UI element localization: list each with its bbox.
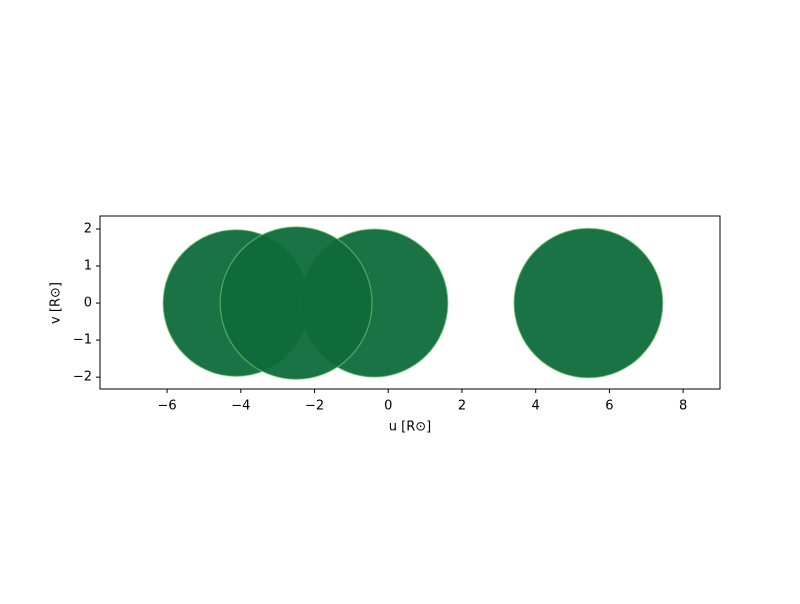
x-tick-label: −2 [305,399,324,414]
x-tick-label: 8 [679,399,687,414]
x-tick-label: −4 [231,399,250,414]
x-tick-label: 4 [532,399,540,414]
x-tick-label: 2 [458,399,466,414]
x-tick-label: −6 [158,399,177,414]
y-axis-label: v [R⊙] [49,282,64,324]
x-tick-label: 0 [384,399,392,414]
y-tick-label: 2 [84,221,92,236]
star-mesh [219,226,373,380]
x-tick-label: 6 [605,399,613,414]
y-tick-label: 0 [84,296,92,311]
plot-frame [99,215,721,390]
star-mesh [513,227,664,379]
y-tick-label: 1 [84,259,92,274]
x-axis-label: u [R⊙] [389,420,431,435]
y-tick-label: −1 [73,333,92,348]
y-tick-label: −2 [73,370,92,385]
